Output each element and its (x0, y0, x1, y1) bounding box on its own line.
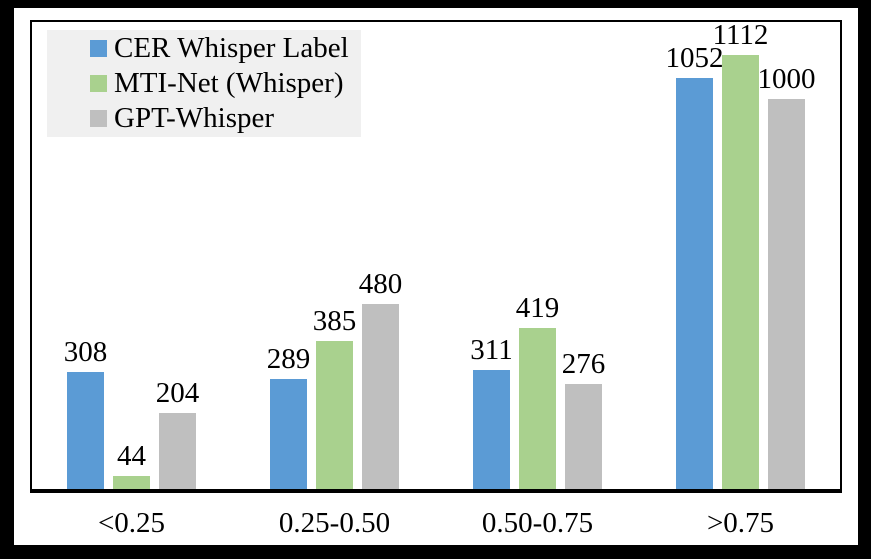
bar-value-label: 289 (266, 343, 311, 375)
bar (565, 384, 602, 493)
bar-value-label: 311 (470, 334, 513, 366)
x-axis-tick-label: >0.75 (706, 507, 775, 539)
legend-item: CER Whisper Label (90, 31, 361, 66)
bar-with-label: 1000 (758, 65, 816, 493)
legend-item: GPT-Whisper (90, 101, 361, 136)
bar-with-label: 289 (267, 345, 310, 493)
bar-group-4: 1052 1112 1000 (639, 20, 842, 493)
plot-area: 308 44 204 289 385 480 311 419 276 1052 1112 1000 C… (30, 20, 842, 493)
bar (159, 413, 196, 493)
bar (722, 55, 759, 493)
x-axis-tick-label: <0.25 (97, 507, 166, 539)
legend-label: CER Whisper Label (114, 32, 349, 64)
bar-with-label: 419 (516, 294, 559, 493)
bar-value-label: 419 (515, 292, 560, 324)
bar (270, 379, 307, 493)
bar-value-label: 385 (312, 305, 357, 337)
bar-with-label: 308 (64, 338, 107, 493)
bar-value-label: 1000 (757, 63, 816, 95)
bar-with-label: 276 (562, 350, 605, 493)
bar-value-label: 204 (155, 377, 200, 409)
legend-label: MTI-Net (Whisper) (114, 67, 344, 99)
bar (676, 78, 713, 493)
bar-with-label: 311 (470, 334, 513, 493)
bar-value-label: 308 (63, 336, 108, 368)
bar-value-label: 1112 (712, 19, 769, 51)
bar-group-2: 289 385 480 (233, 20, 436, 493)
bar (316, 341, 353, 493)
chart-canvas: 308 44 204 289 385 480 311 419 276 1052 1112 1000 C… (14, 8, 858, 545)
legend-label: GPT-Whisper (114, 102, 275, 134)
bar-with-label: 44 (113, 442, 150, 493)
bar-with-label: 204 (156, 379, 199, 493)
x-axis-tick-label: 0.50-0.75 (481, 507, 594, 539)
bar-value-label: 480 (358, 268, 403, 300)
legend-swatch-blue (90, 40, 107, 57)
bar-value-label: 44 (117, 440, 146, 472)
bar (362, 304, 399, 493)
bar-value-label: 276 (561, 348, 606, 380)
bar (519, 328, 556, 493)
legend: CER Whisper Label MTI-Net (Whisper) GPT-… (47, 30, 361, 137)
bar (113, 476, 150, 493)
legend-swatch-green (90, 75, 107, 92)
bar-with-label: 1052 (666, 44, 724, 493)
bar-with-label: 1112 (713, 21, 768, 493)
x-axis-labels: <0.25 0.25-0.50 0.50-0.75 >0.75 (30, 507, 842, 540)
bar-value-label: 1052 (665, 42, 724, 74)
bar-with-label: 480 (359, 270, 402, 493)
bar (67, 372, 104, 493)
bar (473, 370, 510, 493)
bar-group-3: 311 419 276 (436, 20, 639, 493)
bar-with-label: 385 (313, 307, 356, 493)
bar-group-1: 308 44 204 (30, 20, 233, 493)
x-axis-tick-label: 0.25-0.50 (278, 507, 391, 539)
bars-container: 308 44 204 289 385 480 311 419 276 1052 1112 1000 (30, 20, 842, 493)
legend-item: MTI-Net (Whisper) (90, 66, 361, 101)
legend-swatch-gray (90, 110, 107, 127)
bar (768, 99, 805, 493)
